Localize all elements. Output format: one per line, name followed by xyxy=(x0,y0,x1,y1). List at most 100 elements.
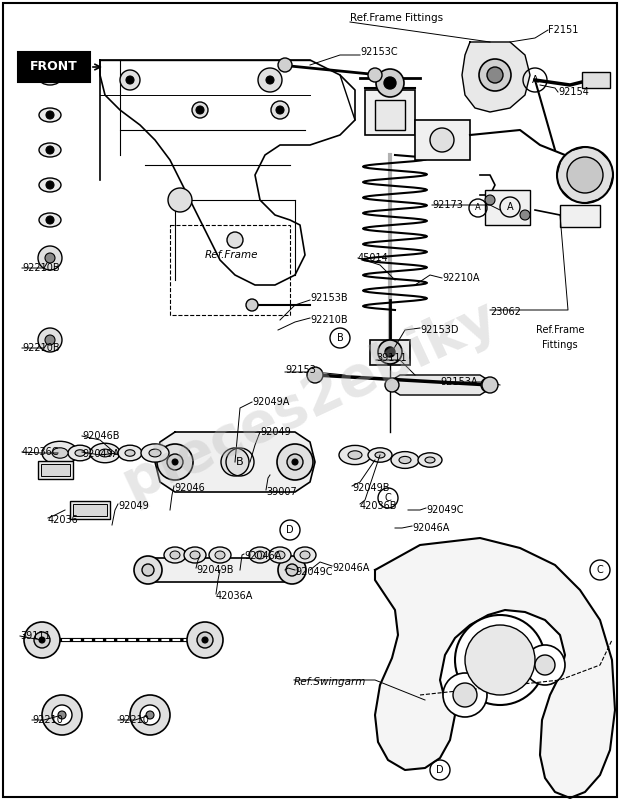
Ellipse shape xyxy=(118,445,142,461)
Text: 23062: 23062 xyxy=(490,307,521,317)
Circle shape xyxy=(38,328,62,352)
Ellipse shape xyxy=(68,445,92,461)
Text: B: B xyxy=(337,333,343,343)
Circle shape xyxy=(46,111,54,119)
Circle shape xyxy=(557,147,613,203)
Ellipse shape xyxy=(368,448,392,462)
Circle shape xyxy=(42,695,82,735)
Circle shape xyxy=(271,101,289,119)
Text: 92153C: 92153C xyxy=(360,47,397,57)
Text: C: C xyxy=(596,565,603,575)
Bar xyxy=(582,72,610,88)
Text: 92049B: 92049B xyxy=(196,565,234,575)
Text: D: D xyxy=(436,765,444,775)
Circle shape xyxy=(487,67,503,83)
Text: 92049A: 92049A xyxy=(252,397,290,407)
Text: 92210: 92210 xyxy=(32,715,63,725)
Ellipse shape xyxy=(39,143,61,157)
Circle shape xyxy=(286,564,298,576)
Circle shape xyxy=(479,59,511,91)
Ellipse shape xyxy=(255,551,265,559)
Text: 92153: 92153 xyxy=(285,365,316,375)
Polygon shape xyxy=(392,375,488,395)
Text: 92210B: 92210B xyxy=(310,315,348,325)
Text: 92046: 92046 xyxy=(174,483,205,493)
Text: Ref.Frame: Ref.Frame xyxy=(205,250,259,260)
Text: A: A xyxy=(532,75,538,85)
Ellipse shape xyxy=(348,451,362,459)
Ellipse shape xyxy=(418,453,442,467)
Text: 92046A: 92046A xyxy=(244,551,281,561)
Polygon shape xyxy=(462,42,530,112)
Text: 39007: 39007 xyxy=(266,487,297,497)
Text: 92153A: 92153A xyxy=(440,377,477,387)
Ellipse shape xyxy=(399,456,411,464)
Bar xyxy=(365,90,415,135)
Bar xyxy=(41,464,70,476)
Circle shape xyxy=(126,76,134,84)
Circle shape xyxy=(192,102,208,118)
Text: A: A xyxy=(475,203,481,213)
Text: Ref.Frame Fittings: Ref.Frame Fittings xyxy=(350,13,443,23)
Text: 92049A: 92049A xyxy=(82,449,120,459)
Circle shape xyxy=(443,673,487,717)
Circle shape xyxy=(481,378,495,392)
Bar xyxy=(375,100,405,130)
Text: 92049B: 92049B xyxy=(352,483,389,493)
Polygon shape xyxy=(100,60,355,285)
Circle shape xyxy=(278,58,292,72)
Text: FRONT: FRONT xyxy=(30,61,78,74)
Text: 92046A: 92046A xyxy=(412,523,450,533)
Circle shape xyxy=(525,645,565,685)
Bar xyxy=(70,501,110,519)
Ellipse shape xyxy=(39,108,61,122)
Circle shape xyxy=(46,251,54,259)
Bar xyxy=(485,190,530,225)
Circle shape xyxy=(276,106,284,114)
Circle shape xyxy=(520,210,530,220)
Circle shape xyxy=(46,181,54,189)
Circle shape xyxy=(34,632,50,648)
Text: B: B xyxy=(236,457,244,467)
Circle shape xyxy=(24,622,60,658)
Ellipse shape xyxy=(42,442,78,465)
Text: pieces2ebiky: pieces2ebiky xyxy=(114,290,506,510)
Text: C: C xyxy=(384,493,391,503)
Ellipse shape xyxy=(39,178,61,192)
Circle shape xyxy=(202,637,208,643)
Circle shape xyxy=(465,625,535,695)
Text: Ref.Swingarm: Ref.Swingarm xyxy=(294,677,366,687)
Circle shape xyxy=(39,637,45,643)
Text: 39111: 39111 xyxy=(376,353,407,363)
Ellipse shape xyxy=(164,547,186,563)
Text: Ref.Frame: Ref.Frame xyxy=(536,325,585,335)
Text: 92210: 92210 xyxy=(118,715,149,725)
Circle shape xyxy=(197,632,213,648)
Text: 92210B: 92210B xyxy=(22,263,60,273)
Circle shape xyxy=(58,711,66,719)
Text: 42036: 42036 xyxy=(48,515,79,525)
Ellipse shape xyxy=(39,248,61,262)
Circle shape xyxy=(278,556,306,584)
Text: 92154: 92154 xyxy=(558,87,589,97)
Ellipse shape xyxy=(300,551,310,559)
Circle shape xyxy=(368,68,382,82)
Text: 92049: 92049 xyxy=(118,501,149,511)
Text: 92153D: 92153D xyxy=(420,325,459,335)
Circle shape xyxy=(430,128,454,152)
Ellipse shape xyxy=(275,551,285,559)
Ellipse shape xyxy=(425,457,435,463)
Circle shape xyxy=(246,299,258,311)
Ellipse shape xyxy=(184,547,206,563)
Text: 42036B: 42036B xyxy=(360,501,397,511)
Bar xyxy=(18,52,90,82)
Circle shape xyxy=(172,459,178,465)
Circle shape xyxy=(134,556,162,584)
Ellipse shape xyxy=(170,551,180,559)
Ellipse shape xyxy=(75,450,85,456)
Polygon shape xyxy=(155,432,315,492)
Circle shape xyxy=(307,367,323,383)
Circle shape xyxy=(45,335,55,345)
Circle shape xyxy=(168,188,192,212)
Text: Fittings: Fittings xyxy=(542,340,578,350)
